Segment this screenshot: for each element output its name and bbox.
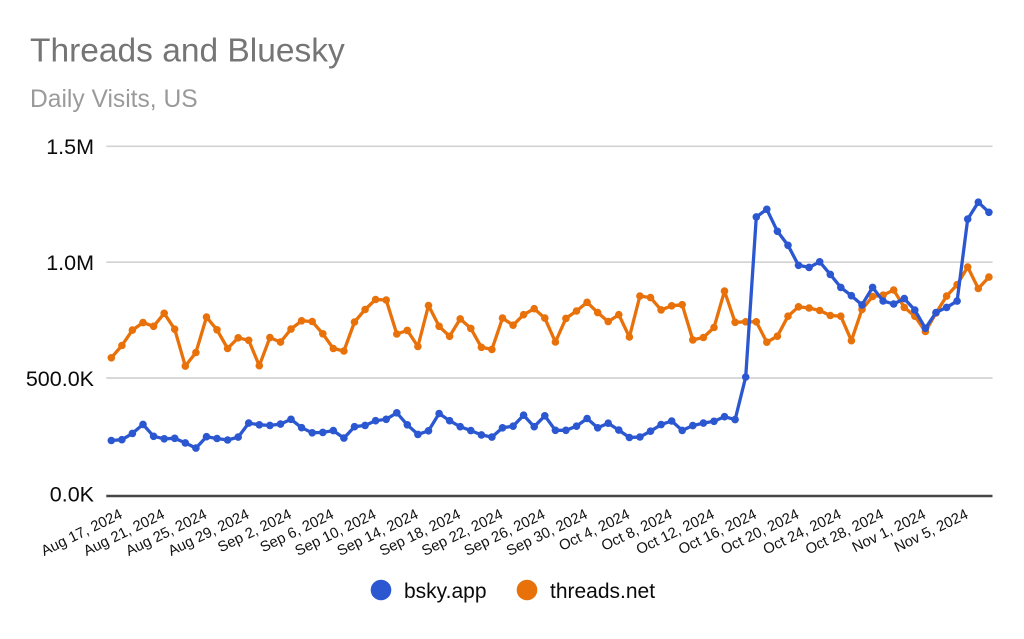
svg-text:1.0M: 1.0M bbox=[46, 251, 94, 275]
svg-text:threads.net: threads.net bbox=[550, 580, 655, 603]
svg-text:500.0K: 500.0K bbox=[26, 367, 95, 391]
svg-text:0.0K: 0.0K bbox=[50, 483, 95, 507]
svg-text:Threads and Bluesky: Threads and Bluesky bbox=[30, 33, 345, 70]
svg-text:1.5M: 1.5M bbox=[46, 135, 94, 159]
svg-text:bsky.app: bsky.app bbox=[404, 580, 487, 603]
svg-text:Daily Visits, US: Daily Visits, US bbox=[30, 86, 198, 113]
